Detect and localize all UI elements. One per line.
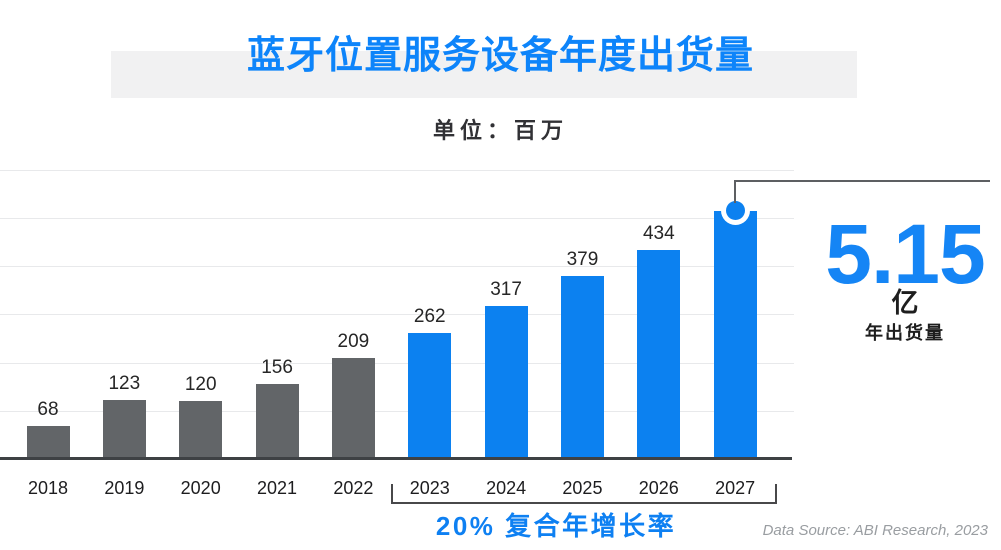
bar-value-label-2021: 156 [261, 356, 293, 378]
bar-2023 [408, 332, 452, 459]
gridline-100 [0, 410, 794, 412]
title-banner [111, 51, 857, 98]
callout-connector-vertical-line [734, 180, 736, 203]
bar-2020 [179, 401, 223, 459]
gridline-200 [0, 362, 794, 364]
bar-2025 [560, 276, 604, 459]
gridline-300 [0, 314, 794, 316]
bar-2026 [637, 249, 681, 459]
gridline-400 [0, 266, 794, 268]
cagr-bracket [391, 484, 777, 504]
chart-title: 蓝牙位置服务设备年度出货量 [246, 35, 754, 77]
callout-unit: 亿 [891, 288, 919, 318]
callout-connector-horizontal-line [734, 180, 990, 182]
data-source: Data Source: ABI Research, 2023 [762, 522, 988, 539]
x-tick-label-2025: 2025 [562, 478, 603, 498]
bar-value-label-2022: 209 [337, 331, 370, 353]
x-tick-label-2019: 2019 [104, 478, 145, 498]
x-tick-label-2018: 2018 [27, 478, 69, 498]
x-axis-line [0, 457, 792, 460]
x-tick-label-2026: 2026 [638, 478, 679, 498]
bar-chart-plot-area: 68 2018 123 2019 120 2020 156 2021 209 2022 262 202… [0, 169, 794, 498]
bar-value-label-2023: 262 [413, 305, 446, 327]
gridline-500 [0, 218, 794, 220]
bar-value-label-2026: 434 [642, 222, 675, 244]
bar-2022 [331, 358, 375, 459]
bar-value-label-2024: 317 [490, 279, 522, 301]
chart-subtitle: 单位：百万 [432, 118, 568, 143]
bar-2024 [484, 306, 528, 459]
callout-caption: 年出货量 [865, 323, 945, 343]
bar-value-label-2018: 68 [37, 399, 59, 421]
cagr-label: 20% 复合年增长率 [435, 511, 677, 541]
x-tick-label-2027: 2027 [715, 478, 756, 498]
callout-value: 5.15 [825, 207, 986, 301]
x-tick-label-2022: 2022 [333, 478, 374, 498]
bar-2019 [102, 399, 146, 459]
x-tick-label-2024: 2024 [486, 478, 527, 498]
bar-value-label-2020: 120 [184, 374, 217, 396]
x-tick-label-2020: 2020 [180, 478, 221, 498]
x-tick-label-2021: 2021 [257, 478, 298, 498]
bar-value-label-2025: 379 [566, 249, 599, 271]
x-tick-label-2023: 2023 [409, 478, 450, 498]
bar-2021 [255, 383, 299, 459]
bar-2018 [26, 426, 70, 459]
bar-2027 [713, 210, 757, 459]
gridline-600 [0, 169, 794, 171]
bar-value-label-2019: 123 [108, 372, 141, 394]
highlight-marker-dot [725, 201, 745, 221]
